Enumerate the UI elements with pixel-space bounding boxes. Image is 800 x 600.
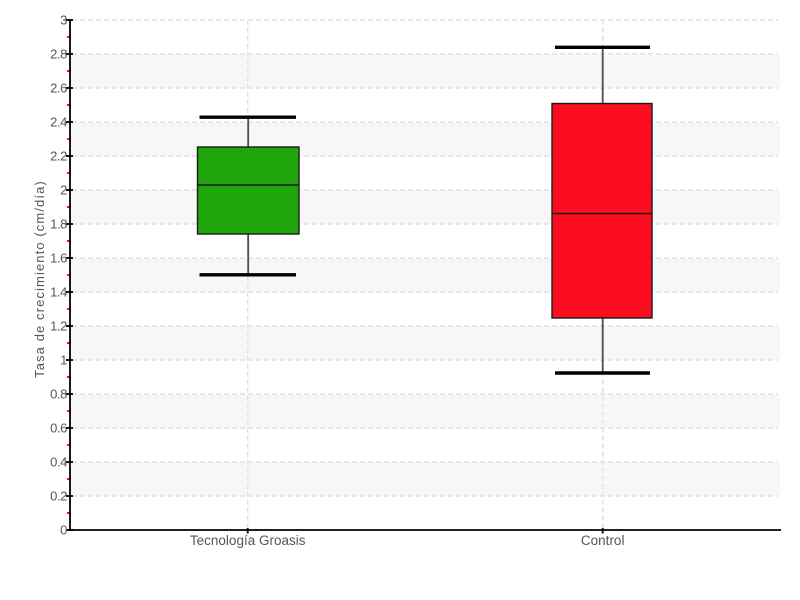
svg-text:0.2: 0.2 <box>50 489 67 504</box>
svg-text:1.2: 1.2 <box>50 319 67 334</box>
svg-text:1.6: 1.6 <box>50 251 67 266</box>
svg-text:1.8: 1.8 <box>50 217 67 232</box>
svg-text:1: 1 <box>60 353 67 368</box>
svg-text:2.6: 2.6 <box>50 81 67 96</box>
svg-text:2.8: 2.8 <box>50 47 67 62</box>
svg-text:1.4: 1.4 <box>50 285 67 300</box>
svg-text:Control: Control <box>581 533 625 548</box>
svg-text:Tasa de crecimiento (cm/día): Tasa de crecimiento (cm/día) <box>32 180 47 378</box>
svg-text:2: 2 <box>60 183 67 198</box>
svg-text:0: 0 <box>60 523 67 538</box>
svg-text:Tecnología Groasis: Tecnología Groasis <box>190 533 306 548</box>
svg-text:0.8: 0.8 <box>50 387 67 402</box>
svg-text:0.4: 0.4 <box>50 455 67 470</box>
svg-text:2.4: 2.4 <box>50 115 67 130</box>
svg-text:3: 3 <box>60 13 67 28</box>
svg-text:0.6: 0.6 <box>50 421 67 436</box>
svg-text:2.2: 2.2 <box>50 149 67 164</box>
